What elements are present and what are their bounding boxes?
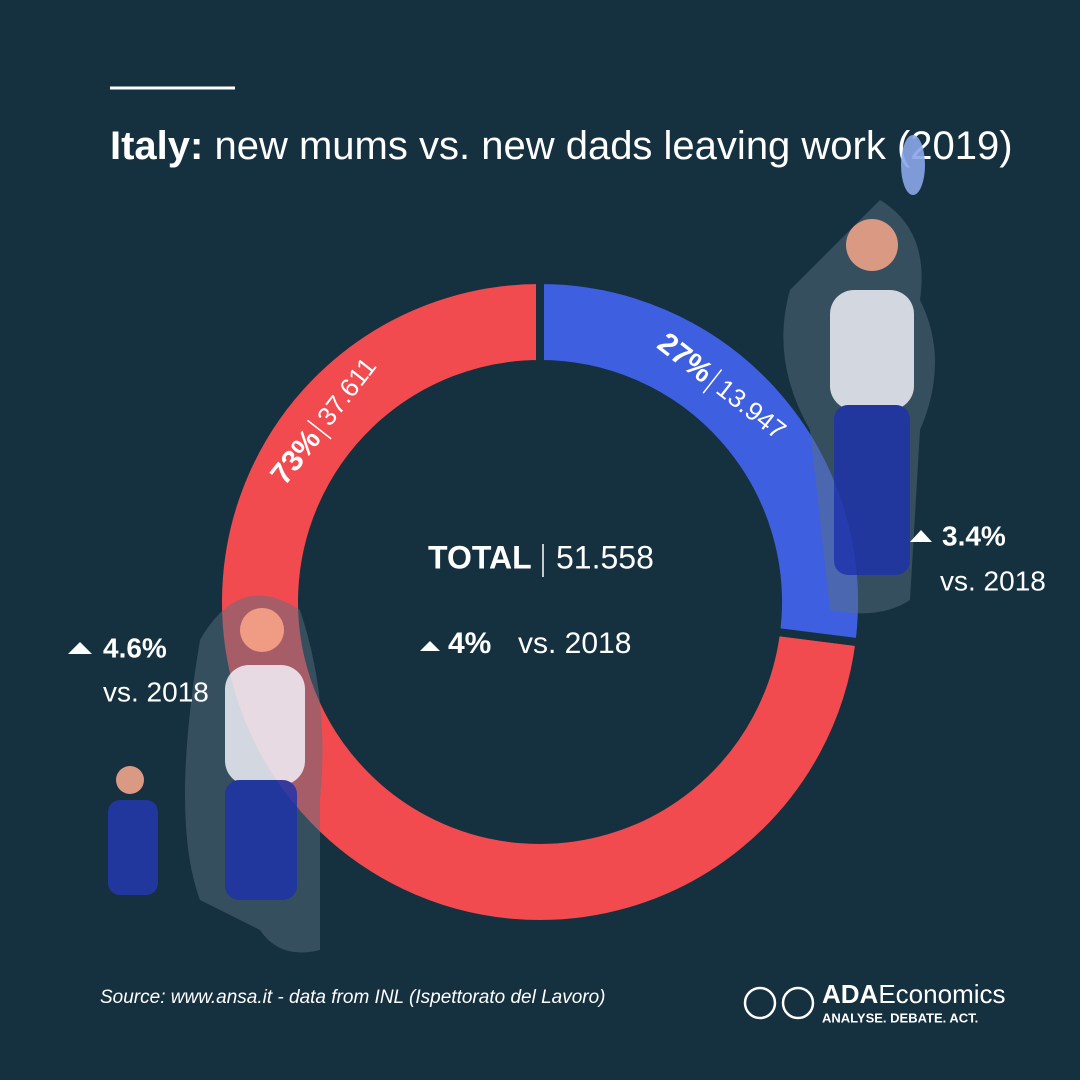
comparison: vs. 2018 <box>103 676 209 707</box>
illustration-dad <box>783 135 935 614</box>
chart-title: Italy: new mums vs. new dads leaving wor… <box>110 124 1013 168</box>
total-value: 51.558 <box>556 539 654 575</box>
source: Source: www.ansa.it - data from INL (Isp… <box>100 987 606 1008</box>
child-head <box>116 766 144 794</box>
shirt <box>830 290 914 410</box>
head <box>846 219 898 271</box>
separator <box>307 419 332 440</box>
logo-ring <box>743 986 777 1020</box>
donut: 73%37.611 27%13.947 <box>214 275 866 928</box>
trousers <box>225 780 297 900</box>
balloon <box>901 135 925 195</box>
title-country: Italy: <box>110 124 203 168</box>
up-arrow <box>420 641 440 651</box>
total-change: 4% <box>448 627 491 660</box>
title-text: new mums vs. new dads leaving work (2019… <box>214 124 1012 168</box>
illustration-mum <box>108 595 323 953</box>
total-label: TOTAL <box>428 539 532 575</box>
shirt <box>225 665 305 785</box>
child-body <box>108 800 158 895</box>
comparison: vs. 2018 <box>940 565 1046 596</box>
donut-segment <box>536 275 866 647</box>
separator <box>702 369 723 394</box>
head <box>240 608 284 652</box>
logo-strong: ADA <box>822 979 879 1009</box>
up-arrow <box>68 642 92 654</box>
trousers <box>834 405 910 575</box>
up-arrow <box>910 530 932 542</box>
donut-segment <box>214 275 864 928</box>
comparison: vs. 2018 <box>518 627 631 660</box>
logo-rest: Economics <box>878 979 1005 1009</box>
logo-name: ADAEconomics <box>822 979 1006 1009</box>
logo-tagline: ANALYSE. DEBATE. ACT. <box>822 1010 978 1025</box>
logo-ring <box>781 986 815 1020</box>
dads-change: 3.4% <box>942 520 1006 551</box>
mums-change: 4.6% <box>103 632 167 663</box>
